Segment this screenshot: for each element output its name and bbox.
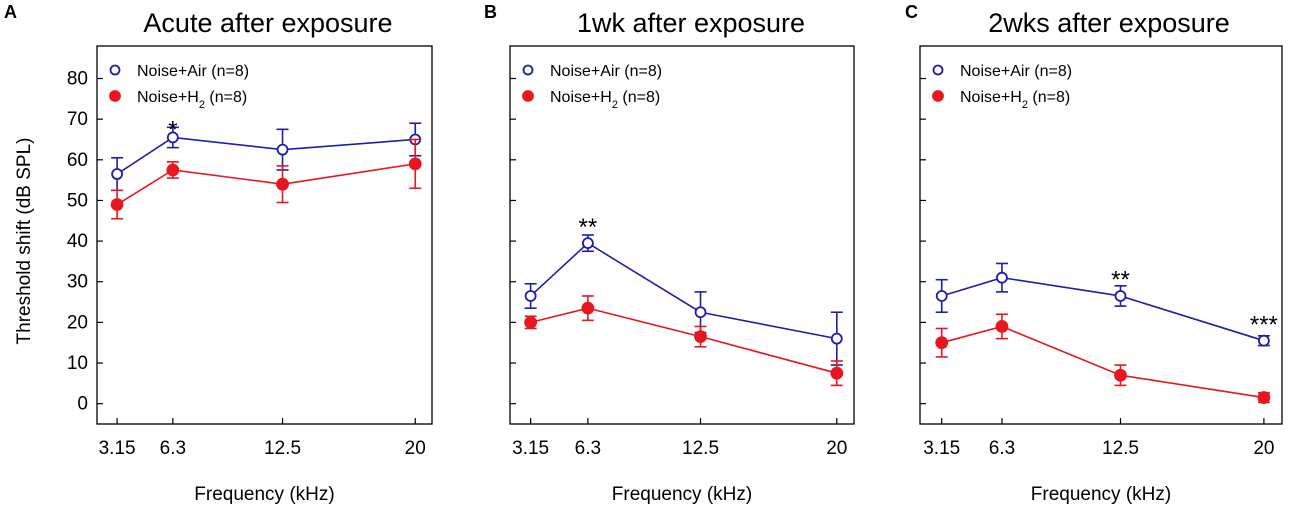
- y-tick-label: 40: [67, 231, 88, 252]
- series-line-noise-h2: [941, 325, 1265, 399]
- data-point-noise-h2: [110, 198, 124, 211]
- legend-label-noise-h2: Noise+H2 (n=8): [960, 89, 1070, 111]
- data-point-noise-air: [1258, 334, 1270, 347]
- x-axis-label: Frequency (kHz): [612, 484, 752, 505]
- legend-label-noise-air: Noise+Air (n=8): [137, 63, 249, 80]
- x-axis-label: Frequency (kHz): [1031, 484, 1171, 505]
- series-line-noise-air: [530, 242, 837, 340]
- x-tick-label: 20: [405, 438, 426, 459]
- legend-marker-noise-air: [522, 64, 534, 76]
- data-point-noise-air: [581, 237, 594, 250]
- x-tick-label: 12.5: [1102, 438, 1139, 459]
- significance-marker: **: [1111, 267, 1130, 294]
- plot-frame: [919, 45, 1283, 425]
- plot-frame: [509, 45, 855, 425]
- panel-letter-A: A: [4, 2, 17, 22]
- y-tick-label: 80: [67, 69, 88, 90]
- x-tick-label: 6.3: [160, 438, 186, 459]
- legend-label-noise-h2: Noise+H2 (n=8): [137, 89, 247, 111]
- series-line-noise-air: [941, 276, 1265, 342]
- legend-label-noise-air: Noise+Air (n=8): [960, 63, 1072, 80]
- legend-label-noise-air: Noise+Air (n=8): [550, 63, 662, 80]
- panel-title: Acute after exposure: [143, 8, 392, 38]
- data-point-noise-air: [996, 271, 1008, 284]
- y-tick-label: 70: [67, 109, 88, 130]
- y-tick-label: 30: [67, 272, 88, 293]
- legend-label-noise-h2: Noise+H2 (n=8): [550, 89, 660, 111]
- data-point-noise-h2: [408, 157, 422, 171]
- data-point-noise-h2: [524, 315, 538, 329]
- x-tick-label: 20: [1253, 438, 1274, 459]
- data-point-noise-air: [935, 290, 948, 302]
- data-point-noise-air: [524, 290, 537, 302]
- x-tick-label: 6.3: [575, 438, 601, 459]
- data-point-noise-h2: [581, 301, 595, 315]
- plot-frame: [96, 45, 433, 425]
- data-point-noise-air: [276, 143, 289, 156]
- y-tick-label: 0: [77, 394, 88, 415]
- panel-title: 1wk after exposure: [577, 8, 805, 38]
- data-point-noise-h2: [1114, 368, 1127, 382]
- significance-marker: *: [168, 116, 177, 143]
- x-tick-label: 12.5: [682, 438, 719, 459]
- x-axis-label: Frequency (kHz): [194, 484, 334, 505]
- y-tick-label: 20: [67, 312, 88, 333]
- data-point-noise-air: [166, 131, 179, 144]
- data-point-noise-h2: [995, 320, 1009, 333]
- significance-marker: **: [579, 214, 598, 241]
- data-point-noise-air: [694, 306, 707, 319]
- data-point-noise-air: [1114, 290, 1127, 302]
- data-point-noise-air: [830, 332, 843, 345]
- significance-marker: ***: [1250, 311, 1278, 338]
- x-tick-label: 3.15: [923, 438, 960, 459]
- x-tick-label: 6.3: [989, 438, 1015, 459]
- series-line-noise-h2: [116, 163, 416, 206]
- legend-marker-noise-air: [109, 64, 121, 76]
- y-axis-label: Threshold shift (dB SPL): [14, 138, 35, 345]
- data-point-noise-h2: [935, 336, 949, 350]
- panel-letter-C: C: [905, 2, 918, 22]
- series-line-noise-air: [116, 136, 416, 175]
- panel-letter-B: B: [484, 2, 497, 22]
- y-tick-label: 50: [67, 190, 88, 211]
- data-point-noise-h2: [166, 163, 180, 177]
- legend-marker-noise-h2: [522, 90, 534, 102]
- x-tick-label: 12.5: [264, 438, 301, 459]
- x-tick-label: 20: [826, 438, 847, 459]
- y-tick-label: 60: [67, 150, 88, 171]
- x-tick-label: 3.15: [512, 438, 549, 459]
- data-point-noise-h2: [830, 366, 844, 380]
- data-point-noise-air: [111, 168, 123, 180]
- y-tick-label: 10: [67, 353, 88, 374]
- legend-marker-noise-h2: [109, 90, 121, 102]
- data-point-noise-h2: [1257, 391, 1271, 404]
- legend-marker-noise-air: [932, 64, 944, 76]
- data-point-noise-h2: [694, 330, 707, 344]
- legend-marker-noise-h2: [932, 90, 944, 102]
- x-tick-label: 3.15: [99, 438, 136, 459]
- panel-title: 2wks after exposure: [988, 8, 1230, 38]
- series-line-noise-h2: [530, 307, 838, 374]
- data-point-noise-h2: [276, 177, 289, 191]
